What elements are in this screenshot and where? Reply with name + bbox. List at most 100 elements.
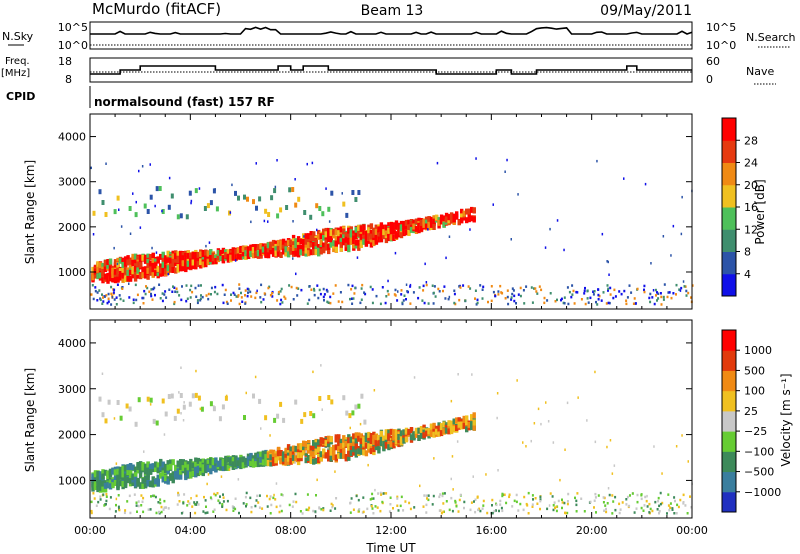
range-gate-cell (357, 230, 361, 237)
range-gate-cell (105, 162, 107, 165)
range-gate-cell (487, 300, 489, 304)
range-gate-cell (126, 477, 130, 484)
range-gate-cell (250, 220, 252, 224)
range-gate-cell (163, 506, 166, 509)
range-gate-cell (255, 499, 258, 502)
range-gate-cell (296, 251, 301, 258)
range-gate-cell (289, 452, 293, 458)
range-gate-cell (254, 375, 257, 379)
range-gate-cell (681, 434, 683, 437)
range-gate-cell (108, 264, 113, 271)
range-gate-cell (214, 258, 218, 264)
range-gate-cell (299, 249, 303, 256)
range-gate-cell (649, 507, 652, 511)
range-gate-cell (444, 212, 449, 219)
range-gate-cell (279, 290, 282, 293)
range-gate-cell (259, 243, 263, 250)
range-gate-cell (573, 302, 576, 305)
range-gate-cell (493, 509, 496, 513)
range-gate-cell (422, 432, 426, 439)
range-gate-cell (141, 477, 145, 484)
range-gate-cell (306, 302, 309, 305)
range-gate-cell (495, 503, 498, 507)
range-gate-cell (222, 301, 225, 305)
range-gate-cell (374, 438, 379, 445)
range-gate-cell (219, 249, 223, 256)
range-gate-cell (327, 206, 331, 212)
range-gate-cell (260, 283, 263, 287)
range-gate-cell (341, 192, 343, 195)
range-gate-cell (191, 393, 195, 399)
range-gate-cell (443, 492, 446, 495)
range-gate-cell (123, 276, 128, 283)
range-gate-cell (164, 411, 168, 417)
range-gate-cell (377, 439, 381, 446)
range-gate-cell (199, 465, 203, 472)
range-gate-cell (527, 512, 530, 515)
range-gate-cell (229, 459, 233, 466)
range-gate-cell (259, 456, 263, 463)
range-gate-cell (102, 296, 104, 299)
range-gate-cell (176, 473, 180, 480)
range-gate-cell (657, 297, 660, 300)
range-gate-cell (221, 503, 224, 506)
range-gate-cell (470, 424, 474, 431)
range-gate-cell (313, 289, 316, 292)
range-gate-cell (689, 495, 691, 498)
range-gate-cell (358, 508, 361, 511)
range-gate-cell (427, 228, 429, 231)
range-gate-cell (161, 476, 165, 483)
range-gate-cell (225, 394, 228, 398)
range-gate-cell (360, 393, 364, 399)
range-gate-cell (252, 199, 255, 205)
range-gate-cell (342, 435, 346, 442)
range-gate-cell (103, 295, 106, 298)
range-gate-cell (517, 293, 520, 296)
range-gate-cell (181, 252, 185, 258)
range-gate-cell (234, 254, 238, 261)
station-title: McMurdo (fitACF) (92, 0, 221, 18)
range-gate-cell (240, 296, 243, 299)
range-gate-cell (643, 288, 645, 292)
range-gate-cell (264, 415, 268, 421)
range-gate-cell (156, 265, 160, 272)
range-gate-cell (325, 288, 328, 292)
range-gate-cell (302, 449, 306, 456)
range-gate-cell (161, 261, 165, 268)
range-gate-cell (189, 465, 193, 472)
range-gate-cell (349, 238, 353, 245)
range-gate-cell (148, 260, 153, 267)
range-gate-cell (329, 509, 332, 512)
range-gate-cell (239, 457, 243, 464)
range-gate-cell (133, 275, 138, 282)
range-gate-cell (189, 262, 193, 269)
range-gate-cell (218, 501, 221, 505)
range-gate-cell (144, 292, 147, 296)
range-gate-cell (471, 373, 473, 376)
range-gate-cell (327, 244, 331, 250)
range-gate-cell (510, 298, 513, 301)
range-gate-cell (451, 509, 454, 513)
range-gate-cell (273, 493, 275, 497)
range-gate-cell (276, 413, 280, 419)
range-gate-cell (587, 301, 590, 304)
range-gate-cell (352, 242, 356, 249)
range-gate-cell (370, 497, 373, 500)
range-gate-cell (307, 447, 311, 454)
range-gate-cell (317, 229, 321, 236)
range-gate-cell (389, 224, 394, 231)
range-gate-cell (212, 406, 216, 412)
range-gate-cell (179, 265, 183, 272)
range-gate-cell (231, 253, 236, 259)
y-tick-label: 2000 (58, 429, 86, 442)
range-gate-cell (357, 224, 361, 231)
range-gate-cell (426, 497, 428, 500)
range-gate-cell (159, 472, 163, 479)
range-gate-cell (292, 220, 294, 223)
range-gate-cell (237, 195, 240, 201)
range-gate-cell (238, 302, 241, 306)
range-gate-cell (630, 291, 633, 294)
range-gate-cell (476, 301, 479, 305)
range-gate-cell (215, 206, 219, 212)
range-gate-cell (228, 210, 231, 216)
